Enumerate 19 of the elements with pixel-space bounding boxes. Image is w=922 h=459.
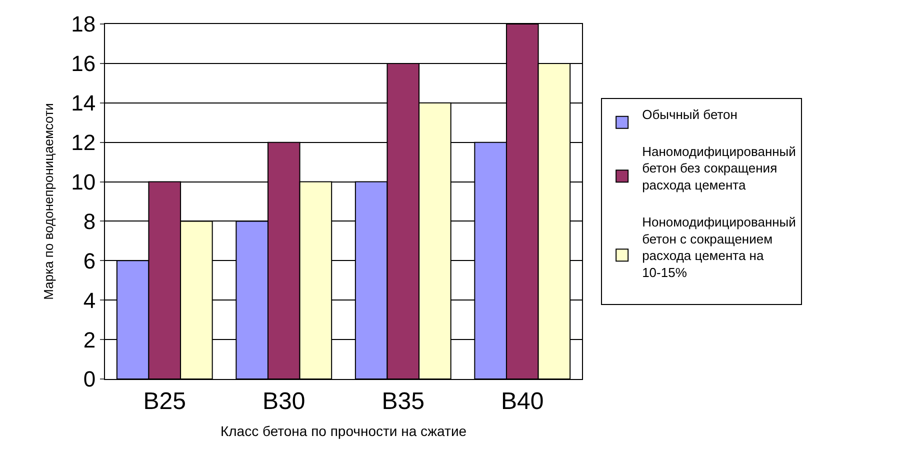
y-tick-label: 12 xyxy=(71,130,96,156)
y-axis-title: Марка по водонепроницаемсоти xyxy=(41,103,56,300)
y-tick-label: 8 xyxy=(83,208,96,234)
y-tick-label: 18 xyxy=(71,12,96,37)
y-tick-label: 6 xyxy=(83,248,96,274)
y-tick-label: 4 xyxy=(83,288,96,313)
legend-label: Обычный бетон xyxy=(642,107,738,122)
legend-label: Нономодифицированный бетон с сокращением расхода цемента на 10-15% xyxy=(642,214,796,280)
y-tick-label: 14 xyxy=(71,90,96,116)
y-tick-label: 0 xyxy=(83,366,96,392)
legend-label: Наномодифицированный бетон без сокращения расхода цемента xyxy=(642,144,796,193)
y-tick-label: 2 xyxy=(83,327,96,352)
y-tick-label: 10 xyxy=(71,169,96,194)
y-tick-label: 16 xyxy=(71,51,96,76)
x-tick-label: B35 xyxy=(382,388,424,415)
x-tick-label: B30 xyxy=(262,388,306,415)
x-tick-label: B25 xyxy=(143,388,186,415)
x-axis-title: Класс бетона по прочности на сжатие xyxy=(220,423,467,440)
x-tick-label: B40 xyxy=(501,388,544,415)
